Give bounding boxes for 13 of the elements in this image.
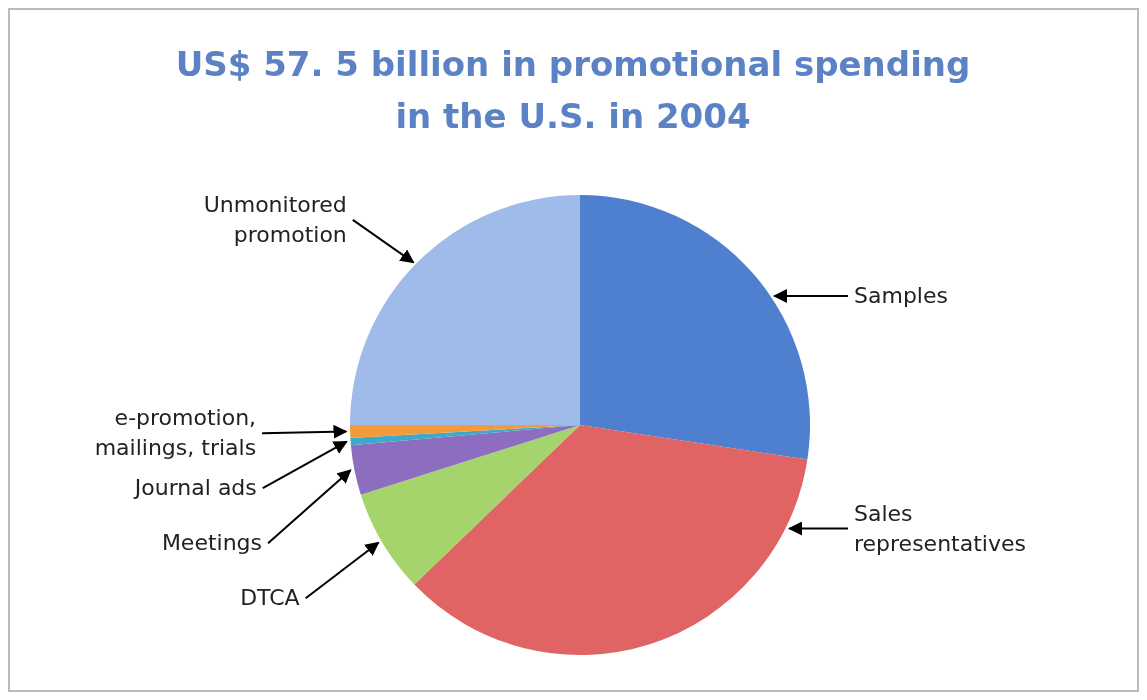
pie-slice [350, 195, 580, 425]
slice-label: Journal ads [132, 475, 257, 501]
slice-label: Sales representatives [854, 500, 1026, 556]
slice-label: DTCA [240, 585, 300, 611]
slice-label: e-promotion, mailings, trials [94, 405, 257, 461]
slice-label: Samples [854, 282, 948, 308]
pie-slice [414, 425, 808, 655]
pie-slice [580, 195, 810, 460]
pie-slice [350, 425, 580, 495]
slice-label: Meetings [161, 530, 263, 556]
pie-slice [360, 425, 580, 585]
chart-title: US$ 57. 5 billion in promotional spending in the U.S. in 2004 [175, 44, 971, 136]
slice-label: Unmonitored promotion [203, 191, 347, 247]
